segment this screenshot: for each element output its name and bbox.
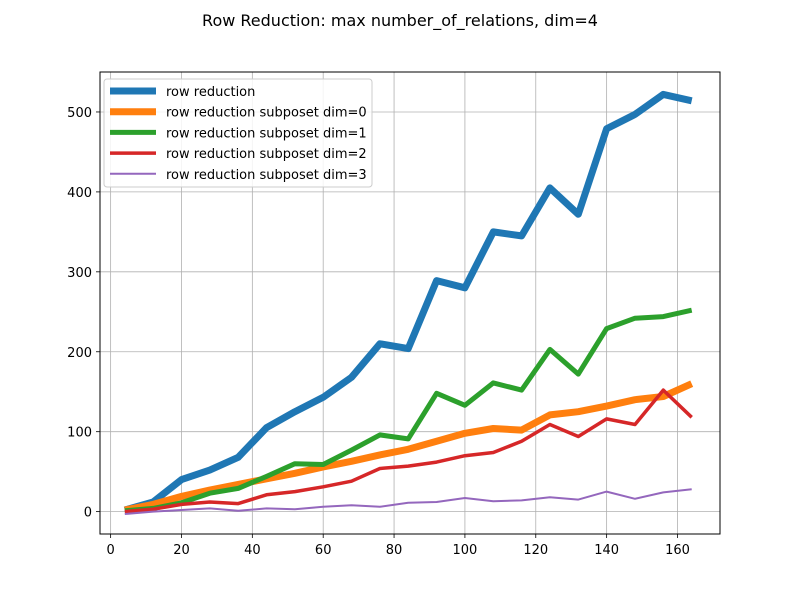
y-tick-label: 0: [84, 506, 92, 521]
x-tick-label: 120: [523, 543, 548, 558]
y-axis-ticks: 0 100 200 300 400 500: [67, 106, 100, 521]
series-line-4: [124, 388, 693, 514]
x-tick-label: 0: [106, 543, 114, 558]
series-line-3: [124, 307, 693, 514]
legend-label-1: row reduction: [166, 85, 255, 100]
x-tick-label: 160: [665, 543, 690, 558]
y-tick-label: 300: [67, 266, 92, 281]
x-tick-label: 20: [173, 543, 190, 558]
grid: [100, 72, 720, 534]
series-line-1: [123, 90, 693, 514]
x-tick-label: 140: [594, 543, 619, 558]
legend-label-5: row reduction subposet dim=3: [166, 168, 367, 183]
y-tick-label: 100: [67, 426, 92, 441]
x-tick-label: 40: [244, 543, 261, 558]
x-tick-label: 60: [315, 543, 332, 558]
y-tick-label: 200: [67, 346, 92, 361]
legend-label-4: row reduction subposet dim=2: [166, 147, 367, 162]
series-line-2: [124, 380, 694, 514]
y-tick-label: 400: [67, 186, 92, 201]
plot-frame: [99, 71, 721, 535]
x-axis-ticks: 0 20 40 60 80 100 120 140 160: [106, 534, 690, 558]
series-lines: [123, 90, 694, 515]
legend-label-2: row reduction subposet dim=0: [166, 106, 367, 121]
legend: row reduction row reduction subposet dim=…: [103, 78, 373, 188]
legend-box: [103, 78, 373, 188]
chart-title: Row Reduction: max number_of_relations, …: [202, 11, 598, 31]
series-line-5: [124, 488, 692, 515]
x-tick-label: 100: [453, 543, 478, 558]
y-tick-label: 500: [67, 106, 92, 121]
x-tick-label: 80: [386, 543, 403, 558]
legend-label-3: row reduction subposet dim=1: [166, 126, 367, 141]
